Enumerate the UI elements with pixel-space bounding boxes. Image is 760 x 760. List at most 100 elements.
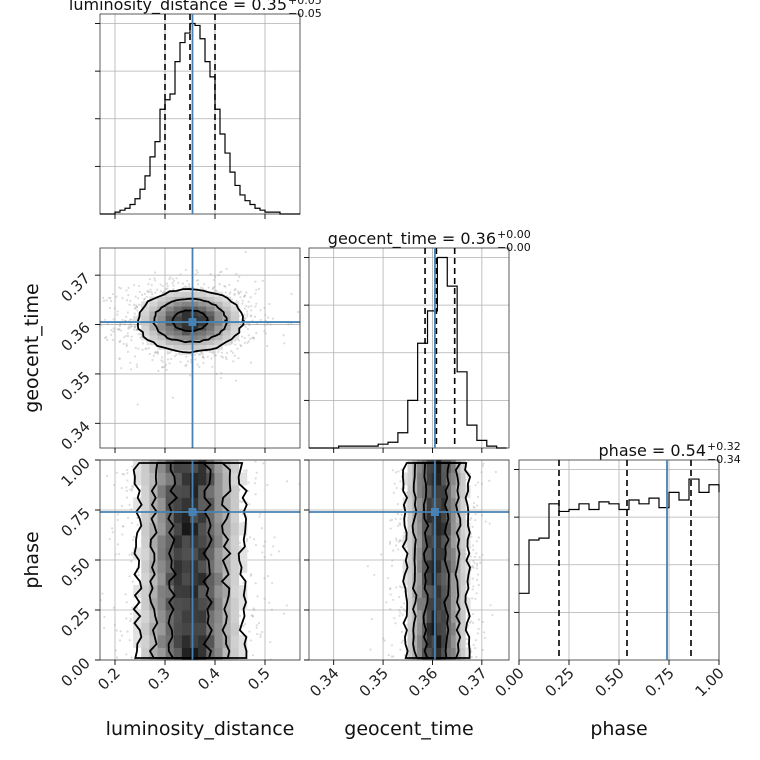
density-cell [157,535,167,548]
scatter-point [224,356,228,359]
scatter-point [253,337,256,340]
density-cell [455,547,461,561]
density-area [100,250,300,406]
scatter-point [370,617,373,621]
scatter-point [127,327,130,330]
scatter-point [390,518,394,521]
density-cell [460,585,466,598]
density-cell [141,635,150,648]
scatter-point [243,336,246,340]
scatter-point [472,559,475,563]
scatter-point [125,343,128,346]
scatter-point [219,271,222,274]
scatter-point [392,598,395,601]
scatter-point [472,585,475,588]
title-plus: +0.00 [497,228,531,241]
scatter-point [395,586,398,589]
density-cell [230,572,240,586]
scatter-point [134,307,137,310]
density-cell [133,610,142,623]
scatter-point [230,341,233,344]
scatter-point [398,614,401,617]
scatter-point [160,359,163,362]
density-cell [436,522,442,536]
scatter-point [118,340,121,344]
density-cell [446,597,452,611]
scatter-point [393,617,396,620]
scatter-point [249,361,253,364]
scatter-point [198,365,201,369]
scatter-point [241,299,244,302]
scatter-point [269,323,272,326]
scatter-point [196,283,200,286]
scatter-point [254,292,257,295]
scatter-point [268,601,271,604]
density-cell [206,291,215,297]
title-plus: +0.05 [288,0,322,7]
scatter-point [107,296,111,300]
scatter-point [129,617,132,620]
scatter-point [130,335,133,338]
scatter-point [390,655,393,658]
scatter-point [161,365,164,369]
density-cell [460,572,466,586]
density-cell [222,330,232,336]
scatter-point [148,352,151,356]
scatter-point [146,342,149,346]
scatter-point [114,649,117,652]
scatter-point [112,330,115,333]
scatter-point [233,293,236,297]
scatter-point [128,303,131,306]
scatter-point [255,302,258,305]
density-cell [455,510,461,523]
scatter-point [259,633,262,636]
density-cell [238,597,248,611]
scatter-point [297,310,300,314]
density-cell [436,647,442,660]
scatter-point [255,626,258,629]
scatter-point [147,347,151,350]
scatter-point [398,595,401,599]
scatter-point [253,315,257,318]
scatter-point [390,644,394,647]
density-cell [421,597,428,611]
scatter-point [168,351,171,354]
scatter-point [473,506,476,509]
scatter-point [124,593,127,596]
scatter-point [126,468,129,472]
scatter-point [202,353,205,356]
truth-marker [188,508,197,516]
scatter-point [137,573,140,577]
scatter-point [165,282,169,285]
scatter-point [270,608,273,611]
scatter-point [118,639,122,642]
scatter-point [218,283,221,286]
scatter-point [466,475,469,478]
density-cell [407,485,413,498]
scatter-point [403,531,406,534]
scatter-point [238,292,241,295]
scatter-point [168,278,171,281]
scatter-point [389,587,392,591]
scatter-point [231,340,234,343]
scatter-point [202,283,206,286]
density-cell [165,325,175,331]
density-cell [450,585,457,598]
density-cell [190,647,199,660]
density-cell [181,460,191,473]
density-cell [190,485,199,498]
scatter-point [128,323,131,327]
density-cell [436,472,442,486]
scatter-point [402,602,406,605]
scatter-point [262,545,265,548]
scatter-point [135,328,138,332]
density-cell [230,610,240,623]
density-cell [157,560,167,573]
scatter-point [264,540,267,543]
scatter-point [136,403,139,406]
scatter-point [400,513,403,516]
density-cell [157,510,167,523]
density-cell [436,510,442,523]
scatter-point [474,513,477,516]
scatter-point [143,297,146,300]
